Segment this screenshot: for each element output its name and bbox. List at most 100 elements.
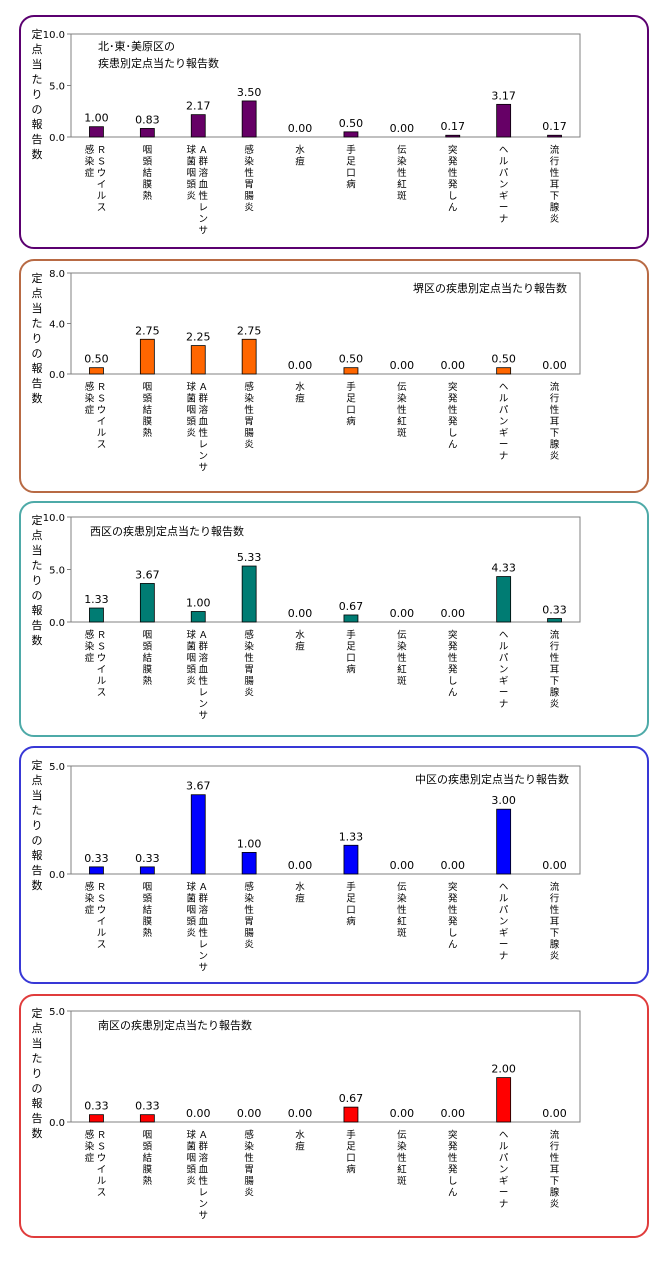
y-axis-label-char: 告	[32, 133, 43, 146]
category-label-char: 性	[244, 167, 254, 179]
y-tick-label: 5.0	[49, 762, 65, 773]
category-label-char: 発	[448, 156, 458, 168]
category-label-char: 発	[448, 664, 458, 676]
category-label-char: 染	[244, 893, 254, 905]
category-label-char: ル	[499, 894, 509, 905]
category-label-char: 頭	[143, 894, 153, 905]
category-label-char: 水	[295, 881, 305, 893]
category-label-char: ス	[97, 688, 107, 699]
value-label: 0.33	[135, 1100, 160, 1113]
category-label-char: 斑	[397, 675, 407, 687]
category-label-char: パ	[499, 405, 509, 416]
category-label-char: 流	[550, 144, 560, 156]
category-label-char: 腸	[244, 676, 254, 687]
category-label-char: 炎	[244, 688, 254, 699]
bar	[89, 126, 104, 138]
category-label-char: 病	[346, 664, 356, 676]
y-axis-label-char: 数	[32, 392, 43, 405]
category-label-char: 腺	[550, 202, 560, 214]
category-label-char: 腺	[550, 939, 560, 951]
category-label-char: 染	[244, 1141, 254, 1153]
category-label-char: 突	[448, 1129, 458, 1141]
category-label-char: ギ	[499, 191, 509, 202]
category-label-char: レ	[198, 440, 208, 451]
category-label-char: 性	[198, 1175, 208, 1187]
category-label-char: 頭	[143, 1142, 153, 1153]
category-label-char: 伝	[397, 882, 407, 893]
category-label-char: 感	[85, 144, 95, 156]
category-label-char: Ａ	[198, 882, 208, 893]
y-axis-label-char: た	[32, 1052, 43, 1065]
plot-area	[70, 765, 581, 875]
category-label-char: 症	[85, 652, 95, 664]
y-tick-label: 5.0	[49, 82, 65, 93]
category-label-char: 下	[550, 676, 560, 687]
category-label-char: 伝	[397, 145, 407, 156]
category-label-char: 紅	[397, 180, 407, 191]
y-axis-label-char: 当	[32, 301, 43, 315]
category-label-char: ヘ	[499, 1130, 509, 1141]
category-label-char: 染	[397, 641, 407, 653]
category-label-char: Ｒ	[97, 630, 107, 641]
category-label-char: 咽	[186, 905, 196, 916]
y-axis-label-char: り	[32, 1067, 43, 1080]
category-label-char: ヘ	[499, 882, 509, 893]
chart-title: 南区の疾患別定点当たり報告数	[98, 1018, 252, 1032]
bar	[547, 618, 562, 623]
category-label-char: 染	[244, 393, 254, 405]
y-axis-label-char: 定	[32, 758, 43, 772]
category-label-char: ル	[97, 428, 107, 439]
value-label: 0.00	[288, 607, 313, 620]
category-label-char: Ｓ	[97, 1142, 107, 1153]
value-label: 2.75	[237, 324, 262, 337]
category-label: 水痘	[295, 881, 305, 905]
category-label-char: 下	[550, 428, 560, 439]
category-label-char: 水	[295, 629, 305, 641]
value-label: 1.00	[84, 112, 109, 125]
value-label: 0.50	[339, 117, 364, 130]
y-axis-label-char: の	[32, 1082, 43, 1095]
bar	[496, 576, 512, 623]
y-axis-label-char: 報	[32, 362, 43, 375]
category-label-char: 染	[244, 156, 254, 168]
category-label-char: ギ	[499, 676, 509, 687]
category-label-char: 胃	[244, 417, 254, 428]
value-label: 0.33	[542, 604, 567, 617]
category-label-char: 耳	[550, 180, 560, 191]
category-label-char: 性	[448, 652, 458, 664]
category-label-char: Ｓ	[97, 157, 107, 168]
category-label-char: 球	[186, 881, 196, 893]
category-label-char: ン	[198, 214, 208, 225]
category-label-char: 痘	[295, 893, 305, 905]
category-label-char: 血	[198, 416, 208, 428]
category-label-char: 紅	[397, 417, 407, 428]
y-tick-label: 0.0	[49, 1118, 65, 1129]
category-label-char: 球	[186, 1129, 196, 1141]
bar	[496, 1077, 512, 1123]
category-label-char: 炎	[186, 676, 196, 687]
y-axis-label-char: 報	[32, 849, 43, 862]
category-label-char: 感	[244, 881, 254, 893]
bar	[496, 367, 512, 375]
y-axis-label-char: 告	[32, 377, 43, 390]
category-label-char: 炎	[550, 1199, 560, 1210]
value-label: 3.50	[237, 86, 262, 99]
value-label: 1.00	[186, 597, 211, 610]
category-label-char: 水	[295, 144, 305, 156]
category-label: 水痘	[295, 629, 305, 653]
category-label-char: ル	[499, 642, 509, 653]
category-label-char: 伝	[397, 1130, 407, 1141]
category-label-char: 菌	[186, 641, 196, 653]
category-label-char: ー	[499, 1188, 509, 1199]
value-label: 0.83	[135, 113, 160, 126]
category-label-char: ウ	[97, 405, 107, 416]
value-label: 0.33	[135, 852, 160, 865]
